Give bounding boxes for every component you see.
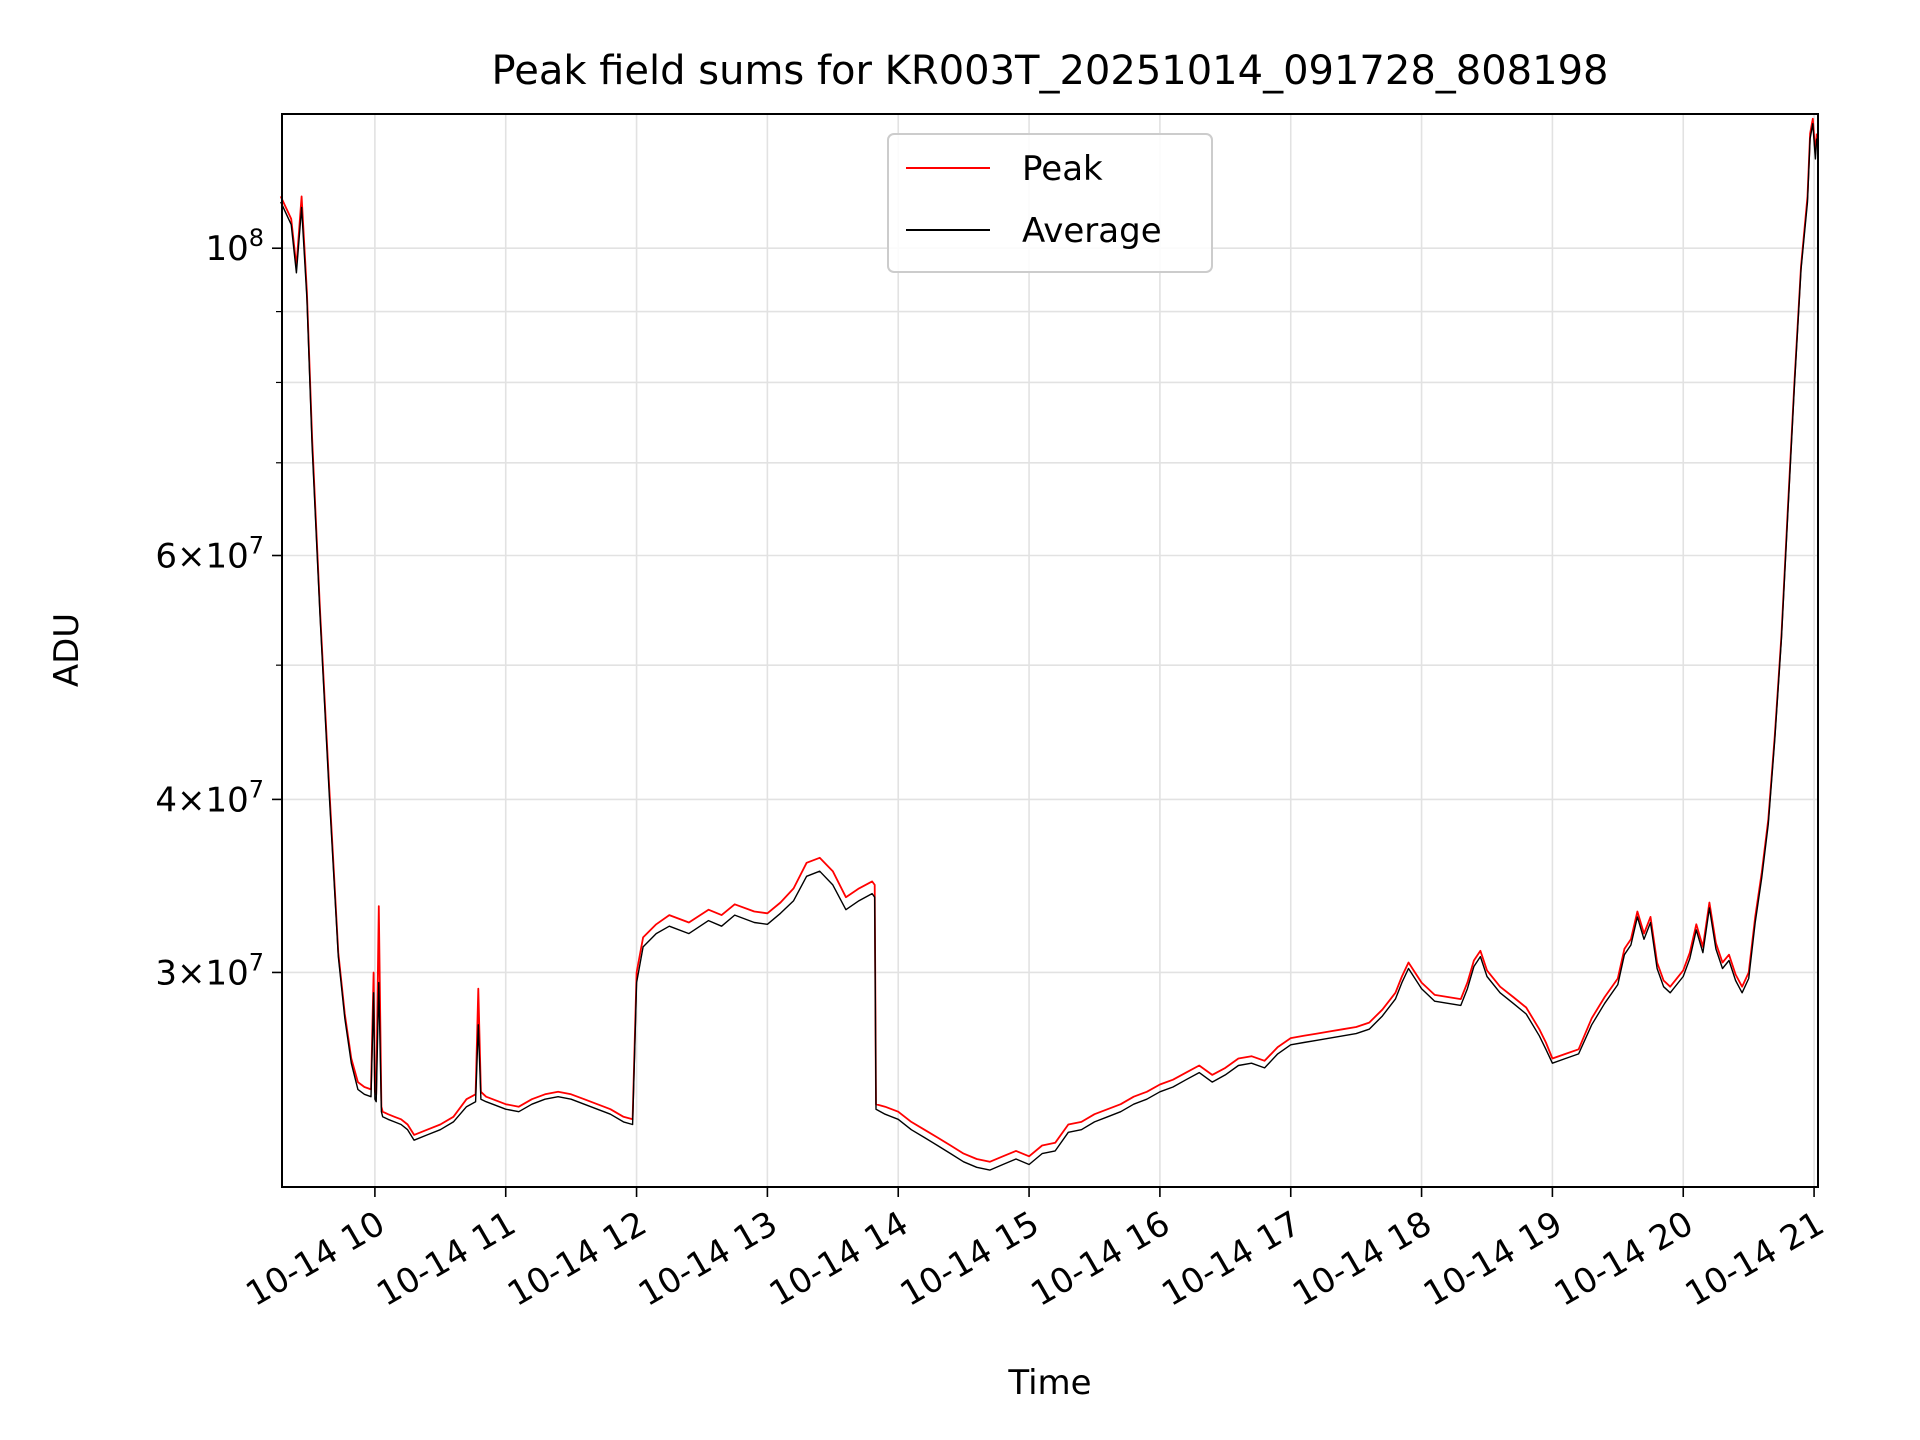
y-tick-label: 108 — [205, 224, 264, 269]
legend[interactable]: Peak Average — [887, 133, 1213, 273]
y-tick-label: 3×107 — [155, 948, 264, 993]
legend-peak-label: Peak — [1022, 149, 1103, 189]
y-axis: 108 6×107 4×107 3×107 — [155, 224, 282, 993]
legend-average-label: Average — [1022, 211, 1162, 251]
series-line-peak — [279, 117, 1818, 1163]
series-layer — [279, 117, 1818, 1171]
plot-frame — [281, 113, 1819, 1188]
chart-title: Peak field sums for KR003T_20251014_0917… — [492, 48, 1609, 94]
y-axis-label: ADU — [47, 613, 87, 687]
y-tick-label: 6×107 — [155, 532, 264, 577]
series-line-average — [280, 122, 1818, 1171]
grid — [282, 114, 1818, 1187]
x-axis-label: Time — [1007, 1363, 1091, 1403]
y-tick-label: 4×107 — [155, 775, 264, 820]
